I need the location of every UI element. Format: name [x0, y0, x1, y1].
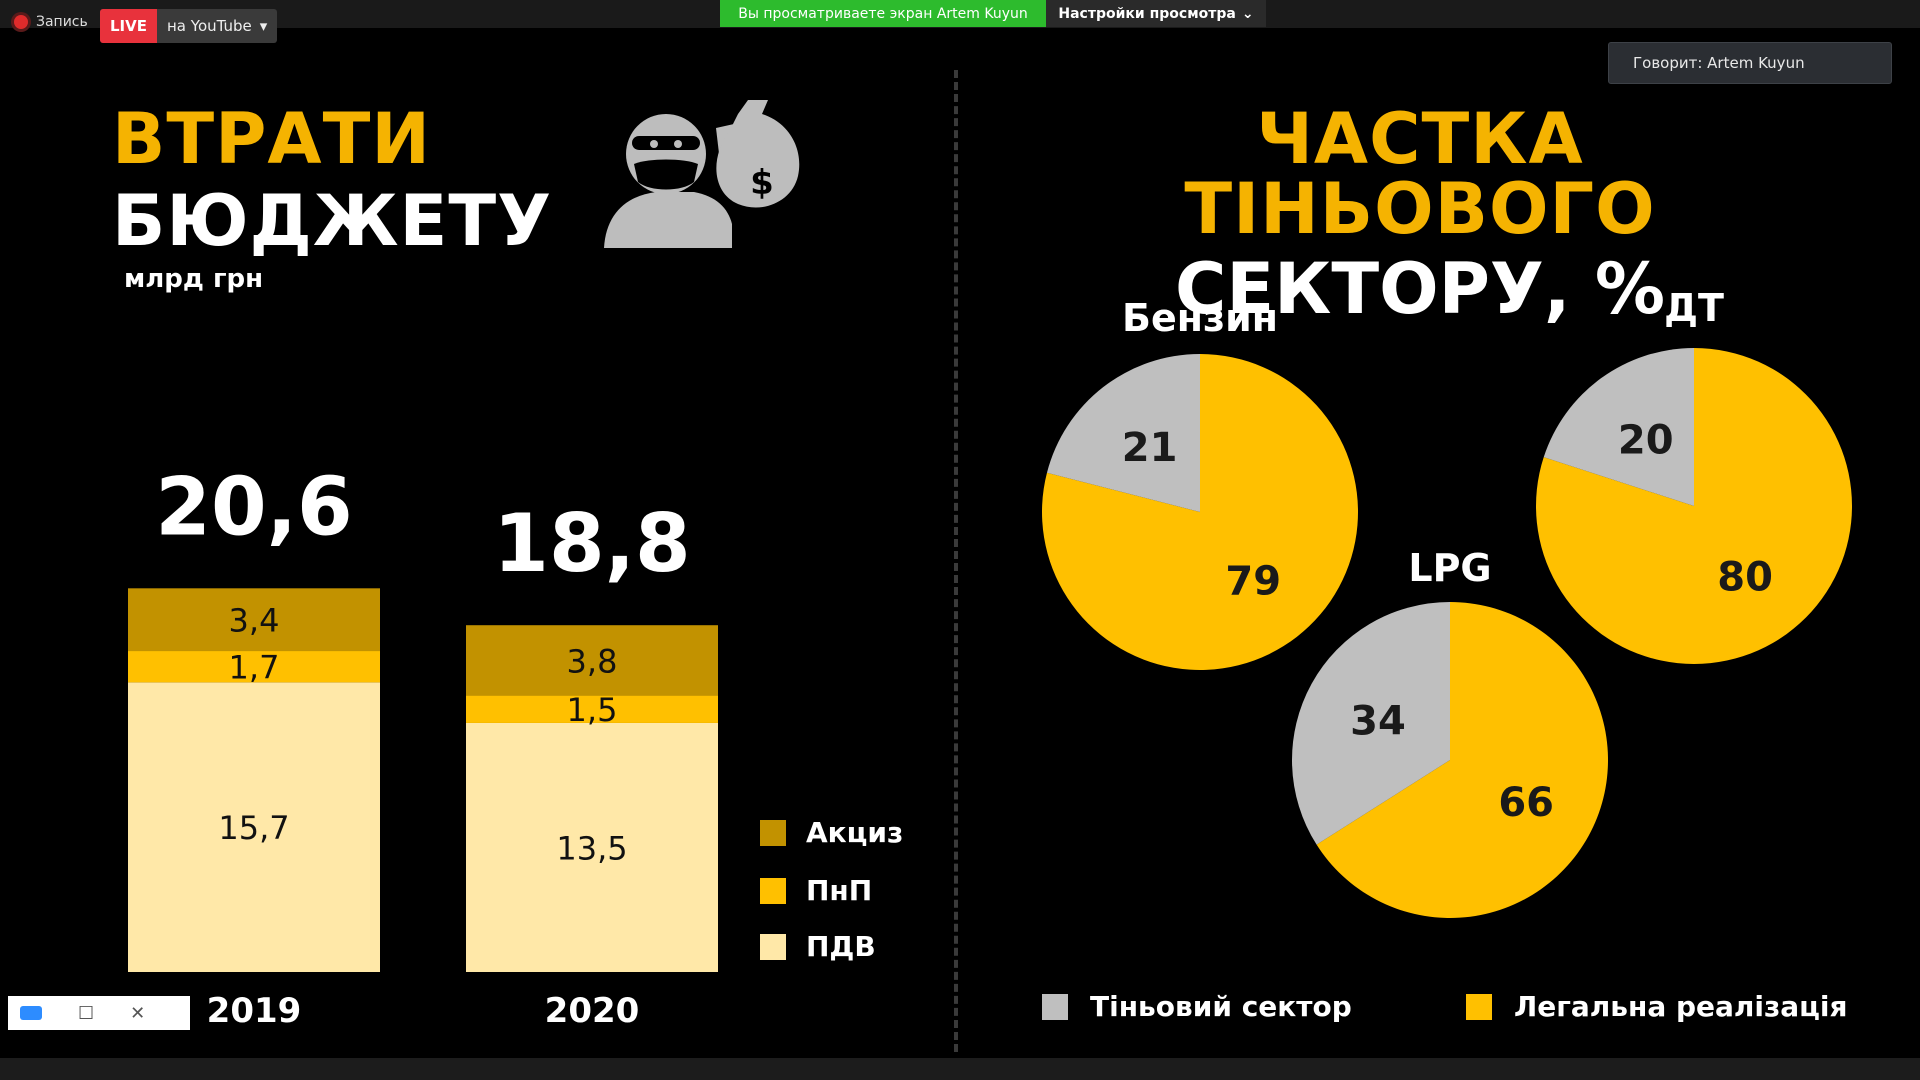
legend-swatch [760, 934, 786, 960]
bar-value-label: 3,4 [229, 602, 280, 640]
pie-slice-legal [1316, 602, 1609, 919]
chevron-down-icon: ▾ [259, 17, 268, 35]
pie-value-shadow: 20 [1618, 418, 1674, 464]
pie-slice-legal [1535, 348, 1852, 664]
pie-value-shadow: 21 [1122, 425, 1178, 471]
close-icon[interactable]: ✕ [130, 1002, 146, 1024]
pie-title-benzyn: Бензин [1122, 296, 1278, 340]
pie-slice-shadow [1046, 354, 1200, 512]
bar-category-label: 2020 [545, 991, 640, 1031]
bar-segment-ПДВ-2020 [466, 722, 718, 972]
right-title-block: ЧАСТКА ТІНЬОВОГО СЕКТОРУ, % [1040, 104, 1800, 324]
legend-swatch [760, 878, 786, 904]
right-title-line2: СЕКТОРУ, % [1174, 248, 1666, 330]
live-target-label: на YouTube [167, 17, 252, 35]
pie-title-dt: ДТ [1664, 286, 1724, 330]
legend-label-legal: Легальна реалізація [1514, 990, 1848, 1023]
video-window-icon[interactable] [20, 1006, 42, 1020]
live-target[interactable]: на YouTube ▾ [157, 9, 277, 43]
minimized-video-window[interactable]: ☐ ✕ [8, 996, 190, 1030]
bar-segment-ПДВ-2019 [128, 682, 380, 972]
legend-label: ПнП [806, 874, 872, 907]
bar-segment-Акциз-2019 [128, 588, 380, 652]
bar-segment-ПнП-2019 [128, 651, 380, 683]
live-stream-button[interactable]: LIVE на YouTube ▾ [100, 9, 278, 43]
bar-category-label: 2019 [207, 991, 302, 1031]
pie-title-lpg: LPG [1408, 546, 1492, 590]
bar-value-label: 13,5 [556, 829, 627, 867]
left-unit-label: млрд грн [124, 264, 264, 294]
pie-value-legal: 79 [1225, 559, 1281, 605]
record-icon [14, 15, 28, 29]
chevron-down-icon: ⌄ [1241, 5, 1254, 22]
money-thief-icon: $ [604, 100, 800, 248]
screen-share-banner: Вы просматриваете экран Artem Kuyun [720, 0, 1046, 27]
left-title-line2: БЮДЖЕТУ [112, 180, 553, 262]
pie-legend-legal: Легальна реалізація [1466, 990, 1848, 1023]
left-title-block: ВТРАТИ БЮДЖЕТУ млрд грн [112, 104, 552, 292]
pie-slice-shadow [1543, 348, 1694, 506]
left-title-line1: ВТРАТИ [112, 98, 431, 180]
legend-label-shadow: Тіньовий сектор [1090, 990, 1352, 1023]
maximize-icon[interactable]: ☐ [78, 1002, 95, 1024]
recording-indicator[interactable]: Запись [14, 14, 88, 30]
active-speaker-panel[interactable]: Говорит: Artem Kuyun [1608, 42, 1892, 84]
stacked-bar-chart: 15,7 1,7 3,4 20,6 2019 13,5 1,5 3,8 18,8 2020 Акци… [128, 460, 903, 1031]
bar-value-label: 15,7 [218, 809, 289, 847]
pie-legend-shadow: Тіньовий сектор [1042, 990, 1352, 1023]
legend-label: ПДВ [806, 930, 876, 963]
bar-total-label: 18,8 [493, 497, 690, 590]
legend-label: Акциз [806, 816, 903, 849]
legend-swatch [760, 820, 786, 846]
pie-value-legal: 66 [1498, 780, 1554, 826]
bar-value-label: 3,8 [567, 642, 618, 680]
bar-value-label: 1,7 [229, 649, 280, 687]
legend-swatch-shadow [1042, 993, 1068, 1020]
pie-slice-shadow [1292, 602, 1450, 845]
view-settings-button[interactable]: Настройки просмотра ⌄ [1046, 0, 1266, 27]
section-divider [954, 70, 958, 1052]
right-title-line1: ЧАСТКА ТІНЬОВОГО [1184, 98, 1656, 250]
live-badge: LIVE [100, 9, 157, 43]
bottom-bar [0, 1058, 1920, 1080]
bar-value-label: 1,5 [567, 691, 618, 729]
bar-segment-ПнП-2020 [466, 695, 718, 723]
view-settings-label: Настройки просмотра [1058, 5, 1236, 22]
pie-value-shadow: 34 [1350, 698, 1406, 744]
pie-value-legal: 80 [1717, 554, 1773, 600]
bar-segment-Акциз-2020 [466, 625, 718, 696]
legend-swatch-legal [1466, 993, 1492, 1020]
bar-total-label: 20,6 [155, 460, 352, 553]
svg-text:$: $ [750, 163, 774, 203]
record-label: Запись [36, 14, 88, 30]
